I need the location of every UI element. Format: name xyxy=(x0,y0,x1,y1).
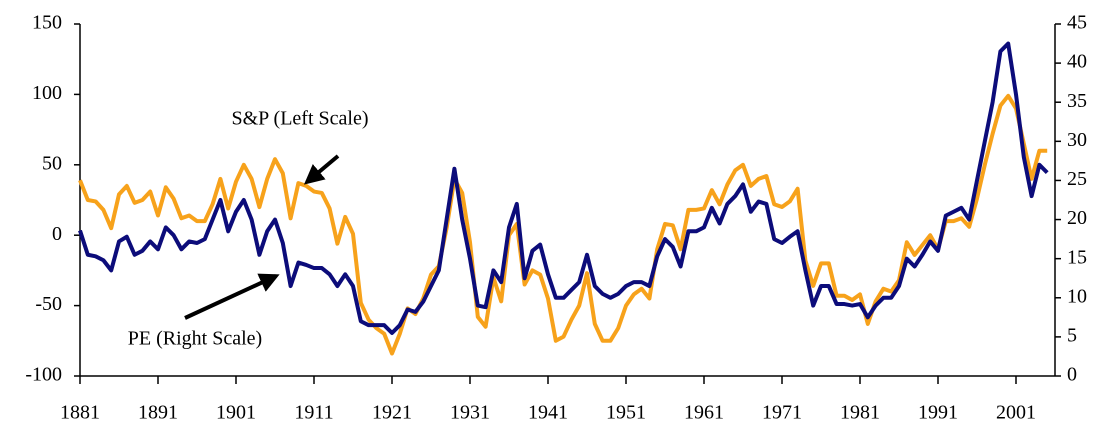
series-line xyxy=(78,41,1049,335)
y2-tick-label: 15 xyxy=(1067,246,1087,268)
x-tick-label: 1991 xyxy=(918,402,958,424)
y-tick-label: -50 xyxy=(35,293,62,315)
y-tick-label: -100 xyxy=(25,364,62,386)
y-tick-label: 50 xyxy=(42,152,62,174)
series-line xyxy=(78,93,1048,356)
y-tick-label: 0 xyxy=(52,223,62,245)
x-tick-label: 1901 xyxy=(216,402,256,424)
y2-tick-label: 25 xyxy=(1067,168,1087,190)
y2-tick-label: 20 xyxy=(1067,207,1087,229)
x-tick-label: 1971 xyxy=(762,402,802,424)
arrow xyxy=(184,273,280,320)
y-tick-label: 100 xyxy=(32,82,62,104)
x-tick-label: 1911 xyxy=(294,402,333,424)
y2-tick-label: 40 xyxy=(1067,51,1087,73)
y2-tick-label: 35 xyxy=(1067,90,1087,112)
y2-tick-label: 10 xyxy=(1067,285,1087,307)
annotation: S&P (Left Scale) xyxy=(231,108,368,130)
y-tick-label: 150 xyxy=(32,12,62,34)
arrow xyxy=(303,154,340,185)
x-tick-label: 1921 xyxy=(372,402,412,424)
x-tick-label: 1941 xyxy=(528,402,568,424)
x-tick-label: 2001 xyxy=(996,402,1036,424)
y2-tick-label: 45 xyxy=(1067,12,1087,34)
x-tick-label: 1891 xyxy=(138,402,178,424)
x-tick-label: 1981 xyxy=(840,402,880,424)
x-tick-label: 1951 xyxy=(606,402,646,424)
y2-tick-label: 30 xyxy=(1067,129,1087,151)
y2-tick-label: 5 xyxy=(1067,324,1077,346)
x-tick-label: 1931 xyxy=(450,402,490,424)
x-tick-label: 1961 xyxy=(684,402,724,424)
x-tick-label: 1881 xyxy=(60,402,100,424)
annotation: PE (Right Scale) xyxy=(128,328,262,350)
y2-tick-label: 0 xyxy=(1067,364,1077,386)
